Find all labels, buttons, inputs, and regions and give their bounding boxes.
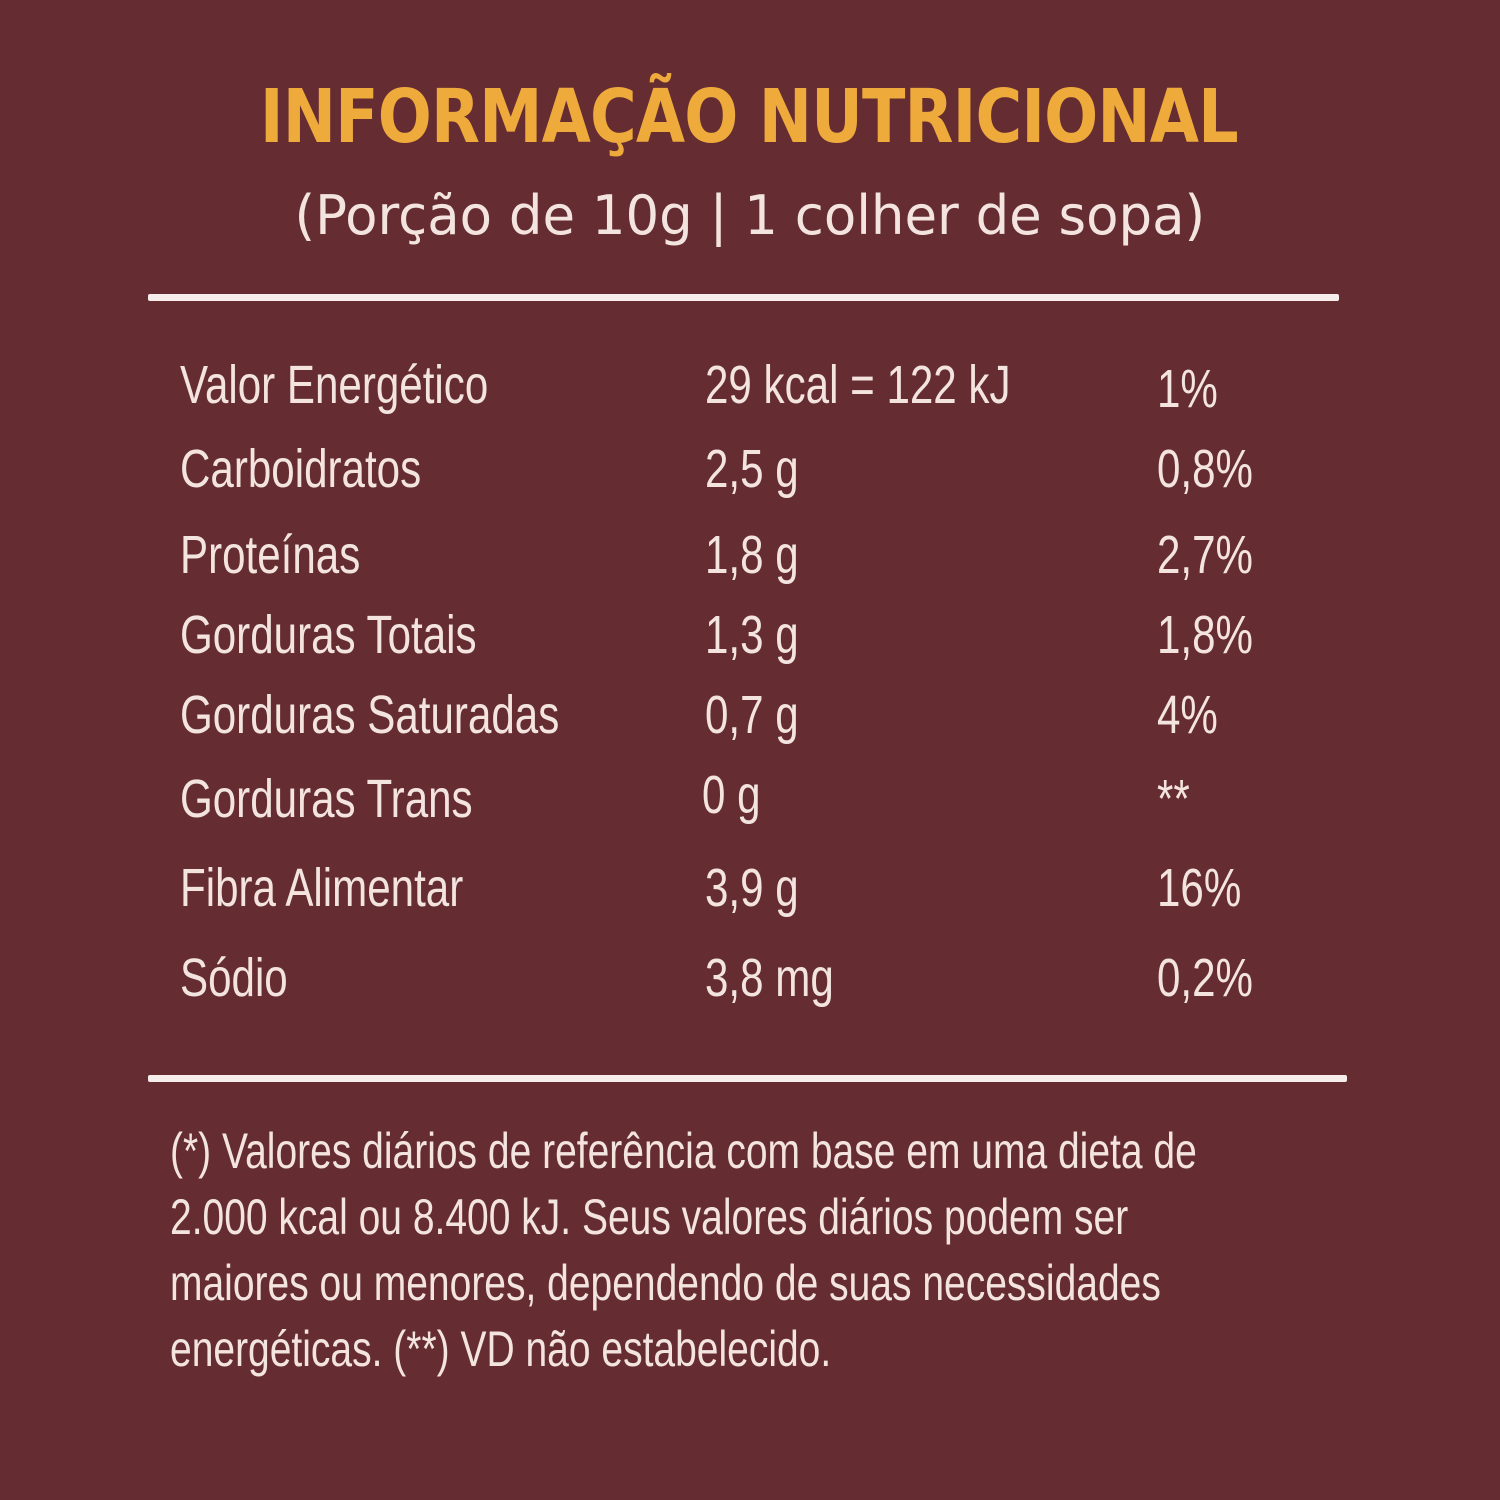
table-row-energy: Valor Energético 29 kcal = 122 kJ 1%	[180, 345, 1340, 425]
nutrient-name: Valor Energético	[180, 355, 489, 415]
table-row-sodium: Sódio 3,8 mg 0,2%	[180, 938, 1340, 1018]
table-row-proteins: Proteínas 1,8 g 2,7%	[180, 515, 1340, 595]
nutrient-daily-value: 4%	[1157, 685, 1218, 745]
nutrient-daily-value: 2,7%	[1157, 525, 1254, 585]
nutrient-amount: 3,9 g	[705, 858, 799, 918]
nutrient-name: Proteínas	[180, 525, 361, 585]
nutrient-amount: 2,5 g	[705, 439, 799, 499]
table-row-saturated-fat: Gorduras Saturadas 0,7 g 4%	[180, 675, 1340, 755]
nutrient-name: Gorduras Totais	[180, 605, 477, 665]
nutrient-name: Gorduras Trans	[180, 769, 473, 829]
footnote-line: (*) Valores diários de referência com ba…	[170, 1123, 1197, 1179]
nutrient-daily-value: 16%	[1157, 858, 1242, 918]
page-title: INFORMAÇÃO NUTRICIONAL	[259, 74, 1239, 160]
footnote-line: 2.000 kcal ou 8.400 kJ. Seus valores diá…	[170, 1189, 1129, 1245]
nutrient-amount: 29 kcal = 122 kJ	[705, 355, 1011, 415]
serving-size: (Porção de 10g | 1 colher de sopa)	[294, 184, 1206, 247]
nutrient-daily-value: 1%	[1157, 359, 1218, 419]
nutrient-daily-value: 0,2%	[1157, 948, 1254, 1008]
top-divider	[148, 294, 1339, 301]
nutrient-amount: 1,3 g	[705, 605, 799, 665]
nutrient-amount: 3,8 mg	[705, 948, 834, 1008]
footnote-line: maiores ou menores, dependendo de suas n…	[170, 1255, 1161, 1311]
nutrient-name: Gorduras Saturadas	[180, 685, 560, 745]
table-row-trans-fat: Gorduras Trans 0 g **	[180, 759, 1340, 839]
footnote: (*) Valores diários de referência com ba…	[170, 1118, 1340, 1382]
footnote-line: energéticas. (**) VD não estabelecido.	[170, 1321, 832, 1377]
table-row-total-fat: Gorduras Totais 1,3 g 1,8%	[180, 595, 1340, 675]
table-row-carbohydrates: Carboidratos 2,5 g 0,8%	[180, 429, 1340, 509]
nutrient-daily-value: 0,8%	[1157, 439, 1254, 499]
nutrient-daily-value: **	[1157, 769, 1190, 829]
table-row-dietary-fiber: Fibra Alimentar 3,9 g 16%	[180, 848, 1340, 928]
nutrient-amount: 0 g	[702, 765, 761, 825]
nutrient-daily-value: 1,8%	[1157, 605, 1254, 665]
nutrient-name: Sódio	[180, 948, 288, 1008]
nutrient-name: Carboidratos	[180, 439, 422, 499]
nutrient-amount: 0,7 g	[705, 685, 799, 745]
bottom-divider	[148, 1075, 1347, 1082]
nutrient-amount: 1,8 g	[705, 525, 799, 585]
nutrient-name: Fibra Alimentar	[180, 858, 464, 918]
